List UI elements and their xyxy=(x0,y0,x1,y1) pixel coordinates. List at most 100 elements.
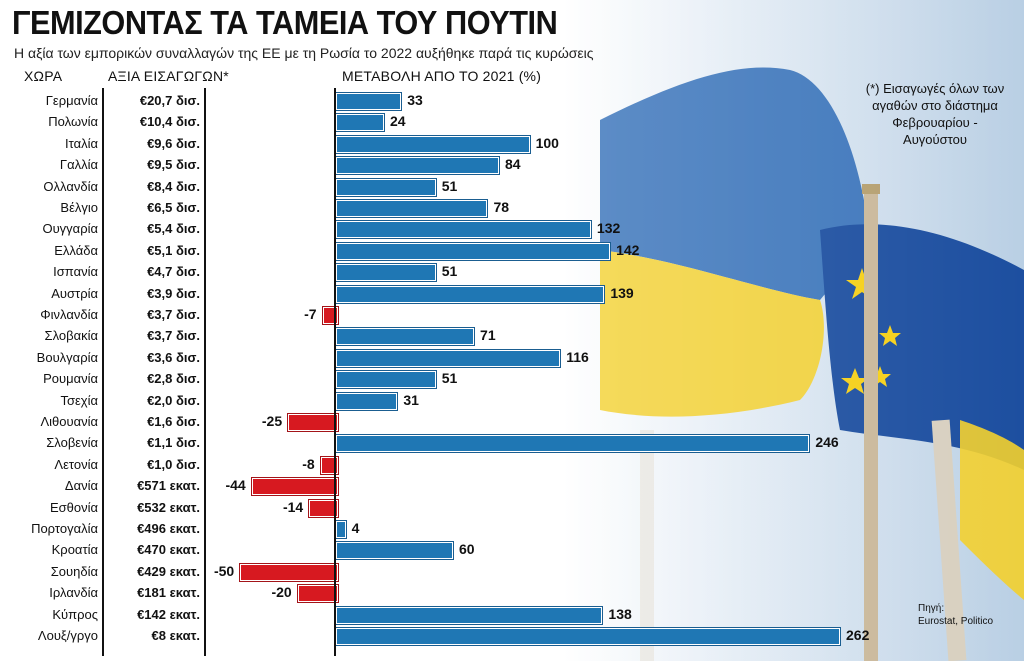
imports-value: €3,7 δισ. xyxy=(104,325,200,347)
country-label: Βέλγιο xyxy=(12,197,98,219)
imports-value: €10,4 δισ. xyxy=(104,111,200,133)
bar-positive xyxy=(336,264,436,282)
row-stripe xyxy=(208,282,332,304)
imports-value: €1,1 δισ. xyxy=(104,432,200,454)
row-stripe xyxy=(208,432,332,454)
country-label: Ισπανία xyxy=(12,261,98,283)
bar-negative xyxy=(240,563,338,581)
row-stripe xyxy=(208,496,332,518)
imports-value: €1,0 δισ. xyxy=(104,453,200,476)
bar-positive xyxy=(336,371,436,389)
bar-positive xyxy=(336,435,810,453)
bar-positive xyxy=(336,93,402,110)
imports-value: €181 εκατ. xyxy=(104,582,200,604)
imports-value: €9,5 δισ. xyxy=(104,154,200,176)
bar-value-label: 71 xyxy=(480,327,496,344)
imports-value: €532 εκατ. xyxy=(104,496,200,518)
row-stripe xyxy=(208,325,332,347)
table-row: Ολλανδία €8,4 δισ. 51 xyxy=(0,175,1024,197)
row-stripe xyxy=(208,539,332,561)
bar-value-label: 33 xyxy=(407,92,423,108)
bar-value-label: -44 xyxy=(225,477,246,494)
bar-value-label: 139 xyxy=(610,284,634,301)
imports-value: €8,4 δισ. xyxy=(104,175,200,197)
row-stripe xyxy=(208,154,332,176)
bar-negative xyxy=(320,456,338,474)
table-row: Γαλλία €9,5 δισ. 84 xyxy=(0,154,1024,176)
country-label: Σλοβακία xyxy=(12,325,98,347)
imports-value: €142 εκατ. xyxy=(104,603,200,625)
bar-value-label: 116 xyxy=(566,348,589,365)
bar-positive xyxy=(336,200,488,217)
table-row: Αυστρία €3,9 δισ. 139 xyxy=(0,282,1024,304)
imports-value: €470 εκατ. xyxy=(104,539,200,561)
row-stripe xyxy=(208,111,332,133)
imports-value: €4,7 δισ. xyxy=(104,261,200,283)
chart-subtitle: Η αξία των εμπορικών συναλλαγών της ΕΕ μ… xyxy=(14,45,594,61)
imports-value: €1,6 δισ. xyxy=(104,411,200,433)
source-note: Πηγή: Eurostat, Politico xyxy=(918,602,1008,628)
imports-value: €9,6 δισ. xyxy=(104,132,200,155)
table-row: Βέλγιο €6,5 δισ. 78 xyxy=(0,197,1024,219)
table-row: Ιταλία €9,6 δισ. 100 xyxy=(0,132,1024,155)
row-stripe xyxy=(208,197,332,219)
bar-positive xyxy=(336,542,453,560)
bar-negative xyxy=(288,414,338,431)
table-row: Ελλάδα €5,1 δισ. 142 xyxy=(0,239,1024,262)
bar-positive xyxy=(336,349,561,367)
bar-value-label: -25 xyxy=(261,413,283,429)
bar-negative xyxy=(297,585,338,603)
table-row: Βουλγαρία €3,6 δισ. 116 xyxy=(0,346,1024,369)
bar-positive xyxy=(336,242,611,260)
country-label: Ελλάδα xyxy=(12,239,98,262)
bar-positive xyxy=(336,392,398,410)
bar-positive xyxy=(336,114,384,132)
table-row: Ρουμανία €2,8 δισ. 51 xyxy=(0,368,1024,390)
bar-value-label: 60 xyxy=(458,541,475,558)
bar-positive xyxy=(336,285,605,303)
country-label: Γαλλία xyxy=(12,154,98,176)
zero-axis-line xyxy=(334,88,336,656)
bar-positive xyxy=(336,521,346,538)
table-row: Φινλανδία €3,7 δισ. -7 xyxy=(0,304,1024,326)
country-column-header: ΧΩΡΑ xyxy=(24,68,63,84)
bar-value-label: 31 xyxy=(403,391,419,408)
bar-positive xyxy=(336,157,499,175)
bar-value-label: 78 xyxy=(493,199,510,215)
country-label: Γερμανία xyxy=(12,90,98,112)
row-stripe xyxy=(208,261,332,283)
imports-value: €2,8 δισ. xyxy=(104,368,200,390)
country-label: Φινλανδία xyxy=(12,304,98,326)
imports-value: €5,4 δισ. xyxy=(104,218,200,240)
bar-positive xyxy=(336,135,530,153)
bar-value-label: 246 xyxy=(815,434,839,451)
country-label: Ρουμανία xyxy=(12,368,98,390)
country-label: Λετονία xyxy=(12,453,98,476)
bar-value-label: 132 xyxy=(596,220,621,237)
imports-value: €6,5 δισ. xyxy=(104,197,200,219)
table-row: Τσεχία €2,0 δισ. 31 xyxy=(0,389,1024,411)
bar-negative xyxy=(309,499,338,517)
row-stripe xyxy=(208,175,332,197)
table-row: Κροατία €470 εκατ. 60 xyxy=(0,539,1024,561)
row-stripe xyxy=(208,368,332,390)
country-label: Ιταλία xyxy=(12,132,98,155)
table-row: Ουγγαρία €5,4 δισ. 132 xyxy=(0,218,1024,240)
country-label: Πολωνία xyxy=(12,111,98,133)
row-stripe xyxy=(208,625,332,647)
table-row: Λουξ/γργο €8 εκατ. 262 xyxy=(0,625,1024,647)
row-stripe xyxy=(208,239,332,262)
bar-value-label: 51 xyxy=(441,177,458,194)
imports-value: €429 εκατ. xyxy=(104,560,200,583)
bar-value-label: 24 xyxy=(389,113,406,130)
change-column-header: ΜΕΤΑΒΟΛΗ ΑΠΟ ΤΟ 2021 (%) xyxy=(342,68,542,84)
table-row: Σλοβενία €1,1 δισ. 246 xyxy=(0,432,1024,454)
imports-value: €571 εκατ. xyxy=(104,475,200,497)
country-label: Πορτογαλία xyxy=(12,518,98,540)
country-label: Δανία xyxy=(12,475,98,497)
country-label: Αυστρία xyxy=(12,282,98,304)
country-label: Κροατία xyxy=(12,539,98,561)
column-divider xyxy=(204,88,206,656)
bar-positive xyxy=(336,628,840,645)
